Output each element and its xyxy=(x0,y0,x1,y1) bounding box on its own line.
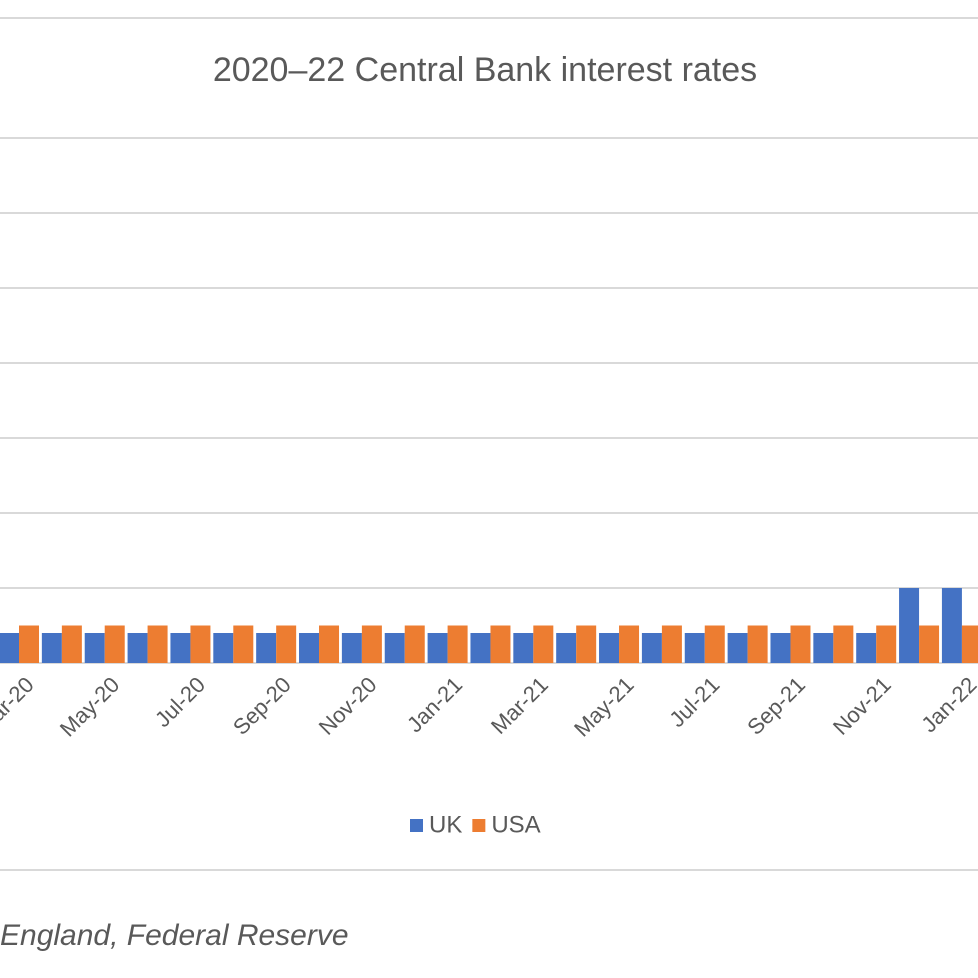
bar xyxy=(490,625,511,663)
x-tick-label: Nov-21 xyxy=(828,672,896,740)
bar xyxy=(599,633,620,663)
x-tick-label: Mar-20 xyxy=(0,672,39,739)
source-note: England, Federal Reserve xyxy=(0,919,349,952)
bar xyxy=(276,625,297,663)
bar xyxy=(427,633,448,663)
bar xyxy=(727,633,748,663)
legend-swatch xyxy=(410,819,423,832)
x-tick-label: Jan-22 xyxy=(916,672,978,737)
x-tick-label: Mar-21 xyxy=(486,672,553,739)
bar xyxy=(319,625,340,663)
bar xyxy=(790,625,811,663)
bar xyxy=(619,625,640,663)
legend-swatch xyxy=(472,819,486,832)
bar xyxy=(641,633,662,663)
legend-label: USA xyxy=(491,811,540,838)
bar xyxy=(747,625,768,663)
bar xyxy=(84,633,105,663)
bar xyxy=(899,588,920,663)
bar xyxy=(213,633,234,663)
x-tick-label: Sep-20 xyxy=(228,672,296,740)
bar xyxy=(684,633,705,663)
bar xyxy=(533,625,554,663)
x-tick-label: Jan-21 xyxy=(402,672,467,737)
bar xyxy=(961,625,978,663)
bar xyxy=(833,625,854,663)
x-tick-label: Jul-21 xyxy=(664,672,724,732)
bar xyxy=(341,633,362,663)
x-tick-label: May-21 xyxy=(569,672,639,742)
bar xyxy=(147,625,168,663)
chart-title: 2020–22 Central Bank interest rates xyxy=(213,51,757,89)
bar xyxy=(941,588,962,663)
bar xyxy=(170,633,191,663)
bar xyxy=(513,633,534,663)
bar xyxy=(61,625,82,663)
x-tick-label: Jul-20 xyxy=(150,672,210,732)
legend-label: UK xyxy=(429,811,462,838)
bar xyxy=(470,633,491,663)
x-tick-label: Nov-20 xyxy=(314,672,382,740)
bar xyxy=(661,625,682,663)
x-tick-label: May-20 xyxy=(55,672,125,742)
bar xyxy=(190,625,211,663)
bar xyxy=(361,625,382,663)
x-tick-label: Sep-21 xyxy=(742,672,810,740)
bar xyxy=(19,625,39,663)
bar xyxy=(704,625,725,663)
bar xyxy=(447,625,468,663)
bar xyxy=(127,633,148,663)
bar xyxy=(104,625,125,663)
bar xyxy=(556,633,577,663)
bar xyxy=(404,625,425,663)
bar xyxy=(299,633,320,663)
bar xyxy=(856,633,877,663)
bar xyxy=(256,633,277,663)
bar xyxy=(384,633,405,663)
bar xyxy=(770,633,791,663)
bar xyxy=(813,633,834,663)
bar xyxy=(233,625,254,663)
bar xyxy=(876,625,897,663)
bar xyxy=(41,633,62,663)
bar xyxy=(919,625,940,663)
bar xyxy=(576,625,597,663)
bar xyxy=(0,633,19,663)
